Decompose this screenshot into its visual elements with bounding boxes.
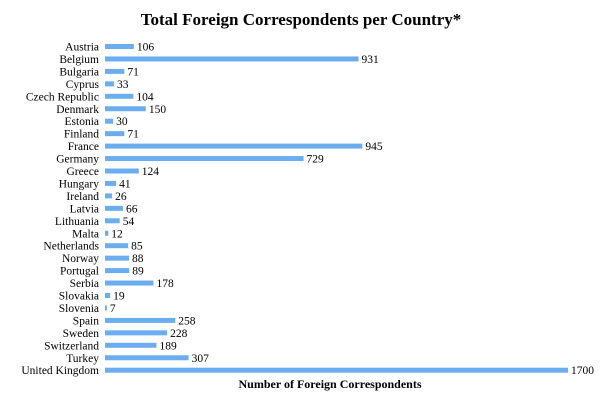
value-label: 26 [115, 191, 127, 203]
category-label: Netherlands [43, 241, 99, 253]
category-label: Austria [65, 42, 99, 54]
bar [105, 317, 176, 323]
value-label: 124 [142, 166, 160, 178]
value-label: 54 [123, 216, 135, 228]
category-label: Finland [64, 129, 99, 141]
category-label: Belgium [59, 54, 99, 66]
value-label: 106 [137, 42, 155, 54]
bar [105, 143, 363, 149]
value-label: 189 [159, 340, 177, 352]
bar [105, 118, 114, 124]
value-label: 150 [149, 104, 167, 116]
category-label: Ireland [66, 191, 99, 203]
category-label: France [68, 141, 99, 153]
category-label: United Kingdom [21, 365, 99, 377]
bar [105, 205, 123, 211]
bar [105, 230, 109, 236]
category-label: Malta [72, 228, 99, 240]
bar [105, 305, 107, 311]
value-label: 729 [307, 154, 325, 166]
bar [105, 193, 113, 199]
category-label: Denmark [56, 104, 99, 116]
value-label: 307 [192, 353, 210, 365]
bar [105, 367, 568, 373]
category-label: Latvia [70, 203, 99, 215]
category-label: Germany [56, 154, 99, 166]
value-label: 89 [132, 266, 144, 278]
value-label: 71 [127, 129, 139, 141]
category-label: Cyprus [66, 79, 100, 91]
category-label: Switzerland [44, 340, 99, 352]
category-label: Turkey [66, 353, 99, 365]
category-label: Sweden [63, 328, 100, 340]
category-label: Lithuania [55, 216, 99, 228]
bar [105, 330, 168, 336]
category-label: Portugal [60, 266, 99, 278]
category-label: Greece [66, 166, 99, 178]
bar [105, 180, 117, 186]
bar [105, 255, 129, 261]
bar [105, 106, 146, 112]
value-label: 19 [113, 291, 125, 303]
value-label: 258 [178, 315, 196, 327]
chart-title: Total Foreign Correspondents per Country… [141, 10, 462, 29]
bar [105, 218, 120, 224]
category-label: Serbia [70, 278, 99, 290]
bar [105, 68, 125, 74]
category-label: Hungary [59, 178, 99, 190]
bar [105, 342, 157, 348]
bar [105, 280, 154, 286]
bar [105, 44, 134, 49]
value-label: 88 [132, 253, 144, 265]
bar [105, 56, 359, 62]
value-label: 71 [127, 66, 139, 78]
category-label: Estonia [65, 116, 100, 128]
bar [105, 93, 134, 99]
category-label: Bulgaria [59, 66, 99, 78]
bar [105, 293, 111, 298]
value-label: 66 [126, 203, 138, 215]
category-label: Slovenia [59, 303, 99, 315]
value-label: 1700 [571, 365, 594, 377]
bar [105, 355, 189, 361]
value-label: 178 [156, 278, 174, 290]
plot-area: Austria 106 Belgium 931 Bulgaria 71 Cyprus 33 Cz… [21, 42, 594, 378]
value-label: 945 [365, 141, 383, 153]
category-label: Slovakia [59, 291, 99, 303]
value-label: 7 [110, 303, 116, 315]
value-label: 12 [111, 228, 123, 240]
value-label: 33 [117, 79, 129, 91]
bar [105, 168, 139, 174]
value-label: 931 [362, 54, 380, 66]
bar [105, 81, 114, 87]
bar [105, 268, 130, 274]
bar [105, 131, 125, 137]
value-label: 30 [116, 116, 128, 128]
category-label: Norway [62, 253, 99, 265]
value-label: 104 [136, 91, 154, 103]
category-label: Spain [73, 315, 99, 327]
value-label: 41 [119, 178, 131, 190]
x-axis-label: Number of Foreign Correspondents [239, 377, 422, 391]
category-label: Czech Republic [26, 91, 99, 103]
bar [105, 243, 129, 249]
value-label: 228 [170, 328, 188, 340]
value-label: 85 [131, 241, 143, 253]
bar [105, 156, 304, 162]
